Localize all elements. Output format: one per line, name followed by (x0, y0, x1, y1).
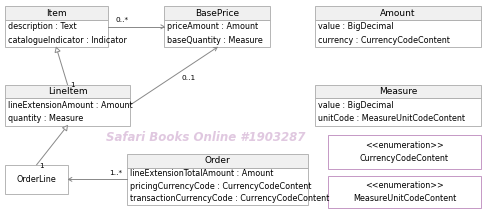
Bar (164, 6, 270, 20)
Bar (5, 20, 108, 47)
Bar (315, 85, 481, 98)
Bar (315, 98, 481, 126)
Text: unitCode : MeasureUnitCodeContent: unitCode : MeasureUnitCodeContent (318, 114, 465, 123)
Polygon shape (55, 47, 60, 53)
Text: lineExtensionAmount : Amount: lineExtensionAmount : Amount (8, 101, 132, 110)
Text: transactionCurrencyCode : CurrencyCodeContent: transactionCurrencyCode : CurrencyCodeCo… (130, 194, 330, 203)
Text: catalogueIndicator : Indicator: catalogueIndicator : Indicator (8, 36, 126, 45)
Text: OrderLine: OrderLine (17, 175, 56, 184)
Text: Order: Order (204, 156, 231, 165)
Text: description : Text: description : Text (8, 22, 76, 31)
Text: currency : CurrencyCodeContent: currency : CurrencyCodeContent (318, 36, 450, 45)
Text: 0..*: 0..* (116, 17, 128, 23)
Text: Measure: Measure (379, 87, 417, 96)
Text: pricingCurrencyCode : CurrencyCodeContent: pricingCurrencyCode : CurrencyCodeConten… (130, 182, 312, 191)
Text: priceAmount : Amount: priceAmount : Amount (167, 22, 258, 31)
Bar (5, 6, 108, 20)
Text: 1: 1 (40, 163, 44, 169)
Text: 1: 1 (70, 82, 75, 88)
Text: value : BigDecimal: value : BigDecimal (318, 22, 394, 31)
Text: 1..*: 1..* (110, 171, 122, 177)
Text: baseQuantity : Measure: baseQuantity : Measure (167, 36, 263, 45)
Text: LineItem: LineItem (48, 87, 88, 96)
Bar (328, 135, 481, 169)
Text: value : BigDecimal: value : BigDecimal (318, 101, 394, 110)
Bar (164, 20, 270, 47)
Bar (315, 6, 481, 20)
Bar (328, 176, 481, 208)
Text: <<enumeration>>
MeasureUnitCodeContent: <<enumeration>> MeasureUnitCodeContent (353, 181, 456, 203)
Text: BasePrice: BasePrice (195, 9, 239, 18)
Text: Safari Books Online #1903287: Safari Books Online #1903287 (106, 131, 305, 144)
Bar (5, 165, 68, 194)
Bar (5, 98, 130, 126)
Polygon shape (62, 126, 68, 131)
Text: <<enumeration>>
CurrencyCodeContent: <<enumeration>> CurrencyCodeContent (360, 141, 449, 163)
Text: lineExtensionTotalAmount : Amount: lineExtensionTotalAmount : Amount (130, 169, 274, 178)
Bar (5, 85, 130, 98)
Bar (127, 154, 308, 168)
Text: quantity : Measure: quantity : Measure (8, 114, 83, 123)
Text: Amount: Amount (380, 9, 416, 18)
Bar (315, 20, 481, 47)
Text: Item: Item (46, 9, 66, 18)
Text: 0..1: 0..1 (182, 75, 196, 81)
Bar (127, 168, 308, 205)
